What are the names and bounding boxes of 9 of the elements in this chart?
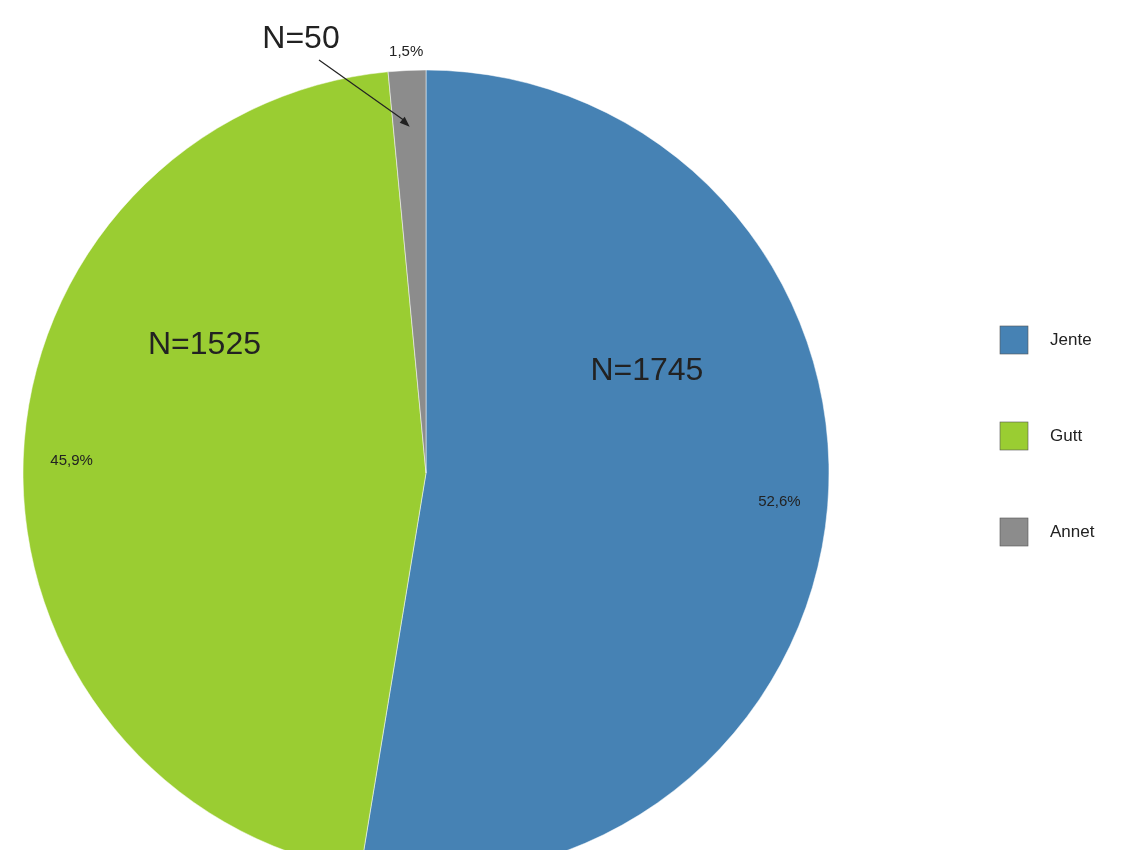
text: N=50 xyxy=(262,19,340,56)
text: N=1525 xyxy=(147,324,261,361)
legend-label: Gutt xyxy=(1050,426,1083,446)
data-label: 1,5% xyxy=(389,42,424,60)
data-label: 45,9% xyxy=(50,450,93,468)
text: N=1745 xyxy=(590,350,704,387)
legend-label: Annet xyxy=(1050,522,1095,542)
data-label: 52,6% xyxy=(758,491,801,509)
legend-label: Jente xyxy=(1050,330,1092,350)
